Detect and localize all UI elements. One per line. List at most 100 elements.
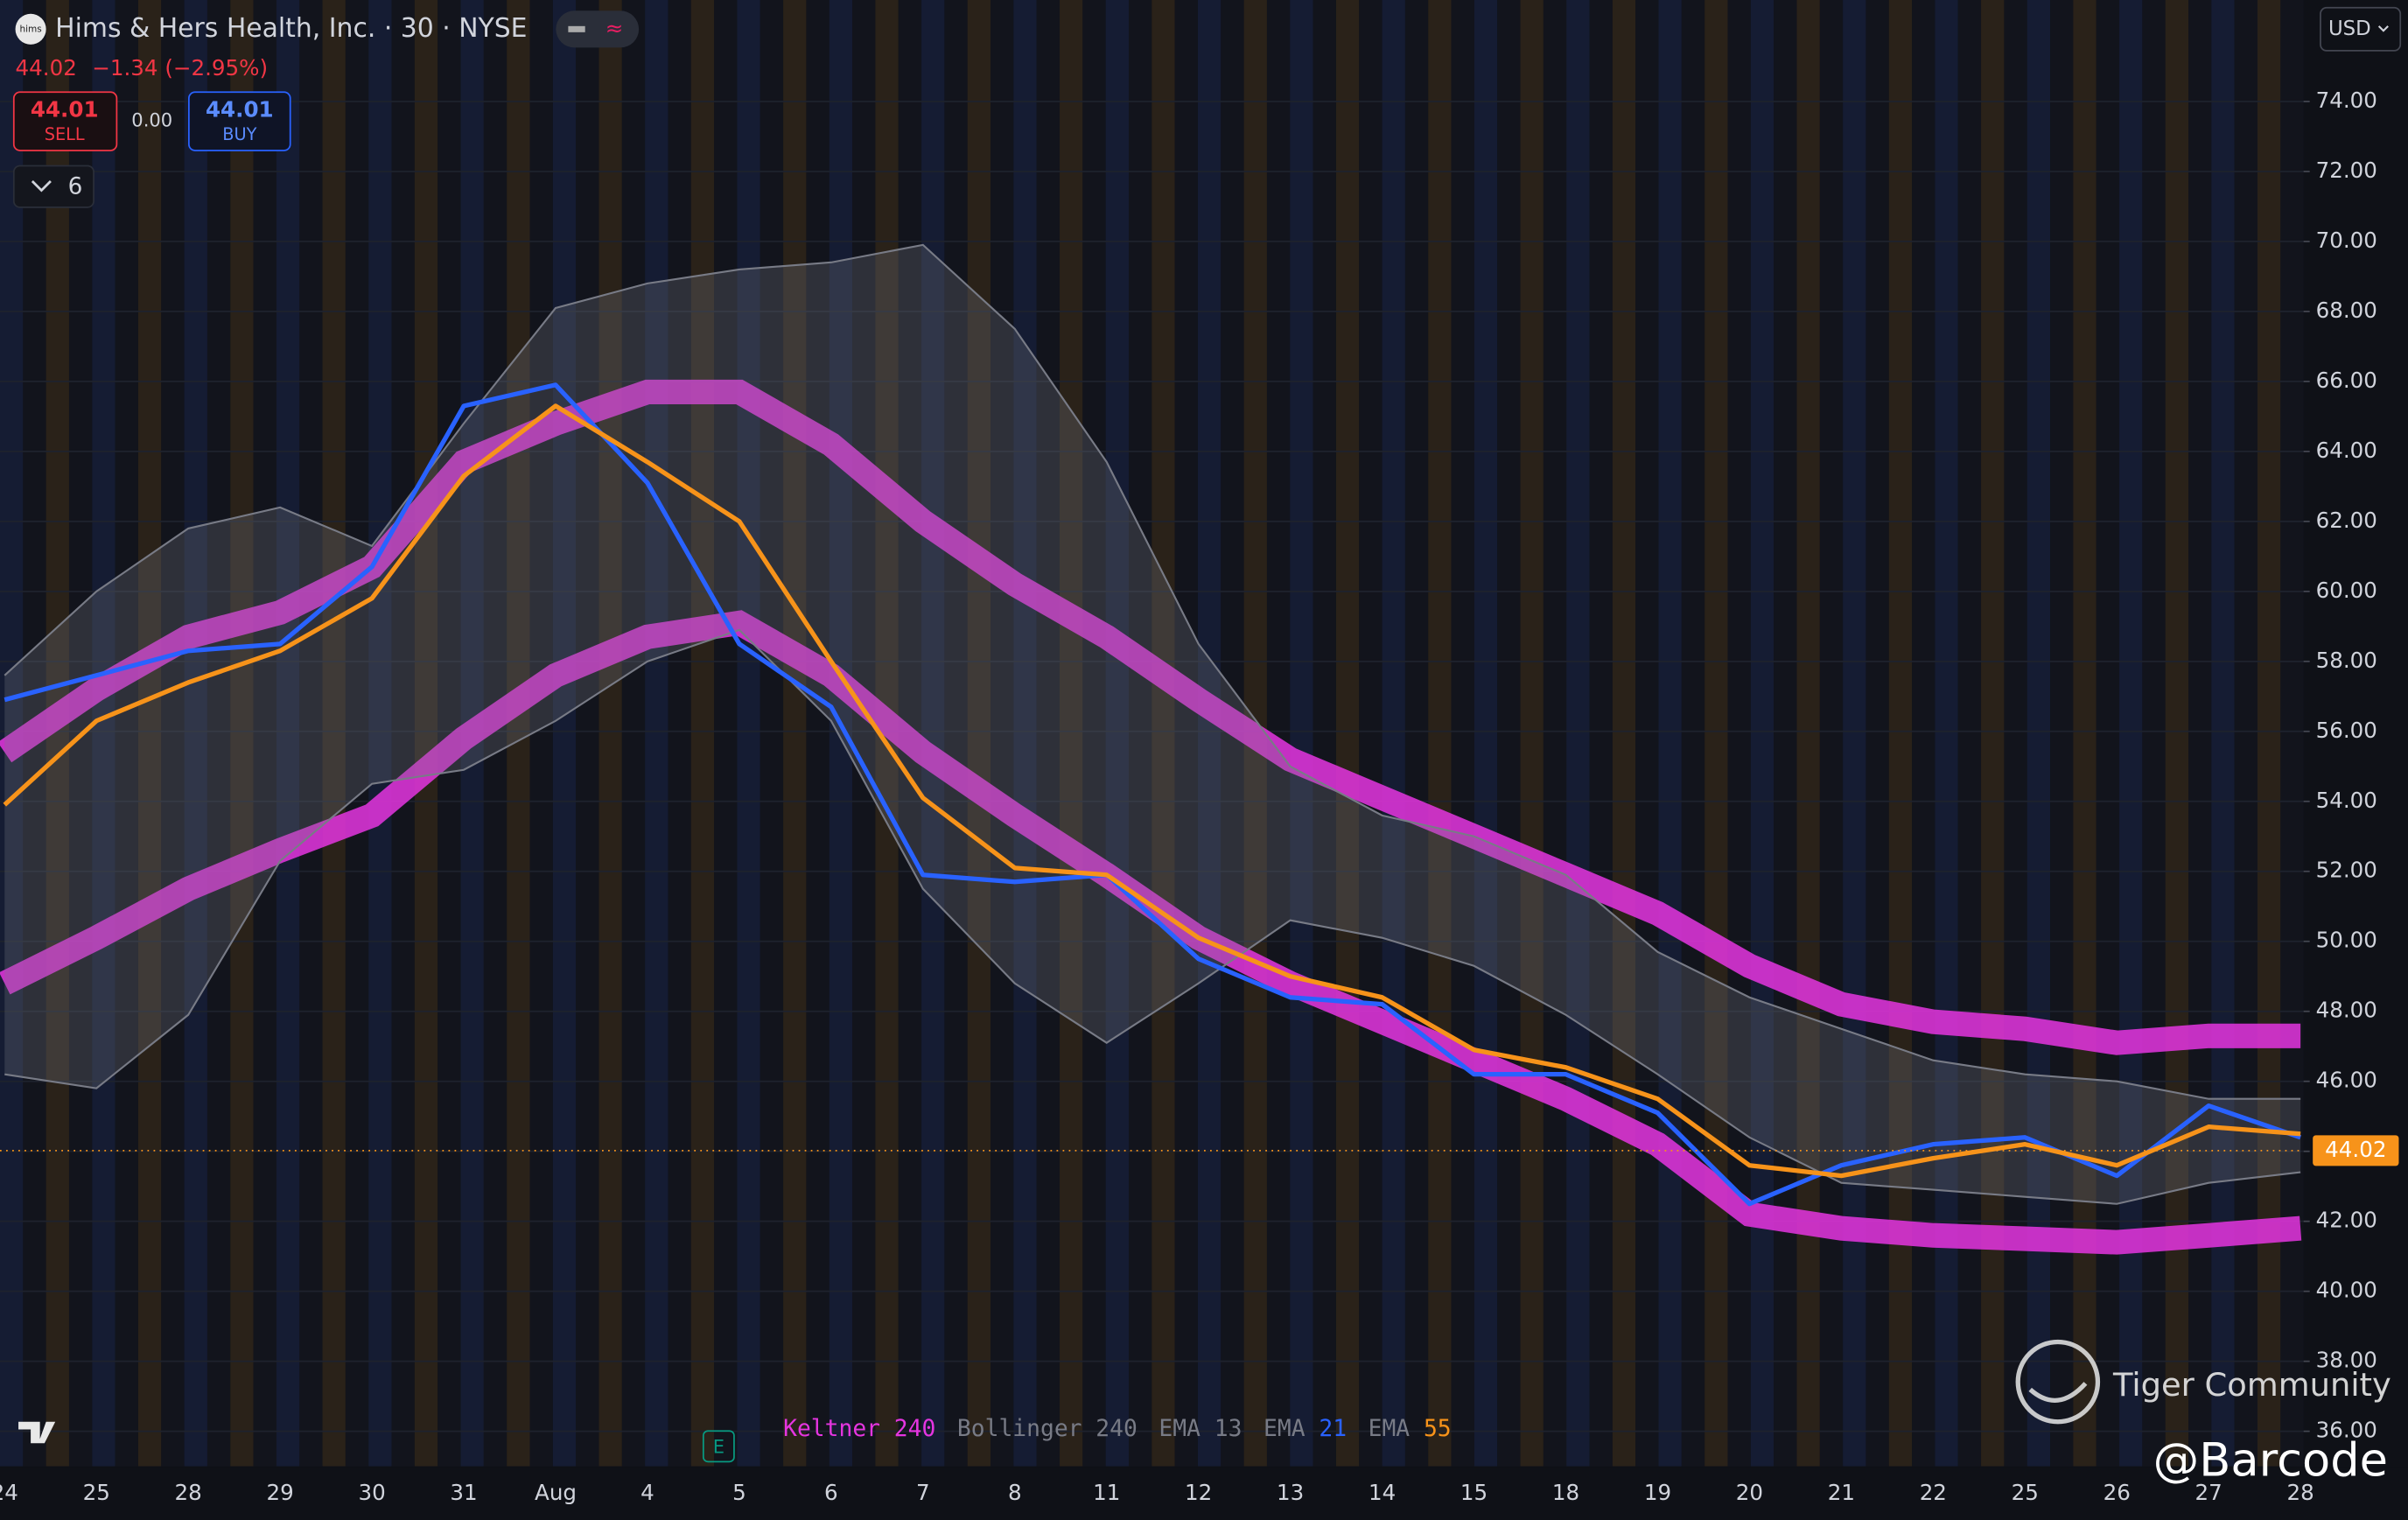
- y-tick-label: 40.00: [2316, 1278, 2377, 1303]
- y-tick-label: 48.00: [2316, 998, 2377, 1023]
- session-stripe: [1382, 0, 1405, 1467]
- y-tick-label: 70.00: [2316, 228, 2377, 253]
- chevron: [2377, 25, 2389, 32]
- session-stripe: [760, 0, 784, 1467]
- watermark-logo: [2028, 1382, 2088, 1403]
- legend-name: EMA: [1368, 1416, 1410, 1442]
- x-tick-label: 15: [1460, 1480, 1488, 1505]
- y-tick-label: 64.00: [2316, 438, 2377, 463]
- last-price-tag: [2313, 1135, 2399, 1166]
- session-stripe: [1474, 0, 1498, 1467]
- y-tick-label: 68.00: [2316, 298, 2377, 323]
- session-stripe: [1404, 0, 1429, 1467]
- session-stripe: [1819, 0, 1844, 1467]
- logo: [15, 13, 46, 45]
- x-tick-label: 25: [83, 1480, 110, 1505]
- symbol-title[interactable]: Hims & Hers Health, Inc. · 30 · NYSE: [55, 13, 527, 44]
- last-price: 44.02: [16, 55, 77, 81]
- legend-length: 240: [894, 1416, 936, 1442]
- x-tick-label: 5: [732, 1480, 746, 1505]
- time-axis: [0, 1467, 2408, 1520]
- y-tick-label: 38.00: [2316, 1348, 2377, 1373]
- band-line: [0, 379, 2301, 1055]
- ema-line: [3, 403, 2301, 1179]
- session-stripe: [714, 0, 738, 1467]
- currency-button[interactable]: [2320, 6, 2402, 52]
- buy-price: 44.01: [206, 96, 274, 122]
- earnings-marker[interactable]: [702, 1430, 735, 1463]
- sell-label: SELL: [45, 124, 85, 144]
- legend-name: EMA: [1158, 1416, 1200, 1442]
- session-stripe: [1451, 0, 1474, 1467]
- session-stripe: [783, 0, 807, 1467]
- session-stripe: [1428, 0, 1452, 1467]
- buy-label: BUY: [222, 124, 256, 144]
- session-stripe: [1290, 0, 1313, 1467]
- x-tick-label: 27: [2195, 1480, 2222, 1505]
- price-change: −1.34 (−2.95%): [92, 55, 268, 81]
- legend-length: 13: [1214, 1416, 1242, 1442]
- y-tick-label: 72.00: [2316, 158, 2377, 183]
- y-tick-label: 56.00: [2316, 718, 2377, 743]
- session-stripe: [2234, 0, 2258, 1467]
- y-tick-label: 66.00: [2316, 368, 2377, 393]
- x-tick-label: 20: [1736, 1480, 1763, 1505]
- session-stripe: [737, 0, 760, 1467]
- session-stripe: [2280, 0, 2304, 1467]
- x-tick-label: 22: [1920, 1480, 1947, 1505]
- legend: Keltner 240 Bollinger 240 EMA 13 EMA 21 EMA 55: [783, 1416, 1452, 1442]
- x-tick-label: 26: [2104, 1480, 2131, 1505]
- earnings-marker-text: E: [713, 1436, 724, 1458]
- session-stripe: [645, 0, 668, 1467]
- indicator-toggle[interactable]: [12, 165, 94, 208]
- legend-name: Bollinger: [957, 1416, 1082, 1442]
- session-stripe: [1866, 0, 1889, 1467]
- session-stripe: [1704, 0, 1728, 1467]
- status-icon: ≈: [606, 15, 624, 40]
- session-stripe: [1843, 0, 1866, 1467]
- legend-name: EMA: [1264, 1416, 1306, 1442]
- session-stripe: [598, 0, 622, 1467]
- x-tick-label: 25: [2012, 1480, 2039, 1505]
- status-icon: [568, 25, 585, 32]
- session-stripe: [1658, 0, 1682, 1467]
- status-pill[interactable]: [556, 11, 640, 48]
- x-tick-label: 4: [640, 1480, 654, 1505]
- x-tick-label: 12: [1185, 1480, 1212, 1505]
- axes: 36.0038.0040.0042.0044.0046.0048.0050.00…: [0, 88, 2399, 1505]
- session-stripe: [806, 0, 830, 1467]
- session-stripe: [1796, 0, 1820, 1467]
- plot: [0, 243, 2304, 1255]
- legend-length: 55: [1424, 1416, 1452, 1442]
- y-tick-label: 74.00: [2316, 88, 2377, 113]
- session-stripe: [668, 0, 691, 1467]
- session-stripe: [1497, 0, 1521, 1467]
- session-stripe: [2258, 0, 2281, 1467]
- x-tick-label: 31: [450, 1480, 477, 1505]
- y-tick-label: 36.00: [2316, 1418, 2377, 1443]
- x-tick-label: 29: [267, 1480, 294, 1505]
- watermark-logo: [2015, 1339, 2101, 1425]
- x-tick-label: 18: [1552, 1480, 1579, 1505]
- session-stripe: [1335, 0, 1360, 1467]
- legend-length: 240: [1096, 1416, 1138, 1442]
- x-tick-label: 7: [916, 1480, 930, 1505]
- session-stripe: [621, 0, 646, 1467]
- session-stripe: [1312, 0, 1336, 1467]
- tv-logo[interactable]: [18, 1421, 56, 1444]
- session-stripe: [576, 0, 599, 1467]
- x-tick-label: 19: [1644, 1480, 1671, 1505]
- x-tick-label: 14: [1368, 1480, 1396, 1505]
- band-line: [4, 628, 2301, 1205]
- session-stripe: [552, 0, 577, 1467]
- buy-button[interactable]: [188, 91, 291, 151]
- session-stripe: [1520, 0, 1544, 1467]
- session-stripe: [1750, 0, 1774, 1467]
- session-stripe: [1774, 0, 1797, 1467]
- y-tick-label: 60.00: [2316, 578, 2377, 603]
- watermark-brand: Tiger Community: [2112, 1366, 2391, 1404]
- sell-button[interactable]: [12, 91, 118, 151]
- y-tick-label: 50.00: [2316, 928, 2377, 953]
- y-tick-label: 46.00: [2316, 1068, 2377, 1093]
